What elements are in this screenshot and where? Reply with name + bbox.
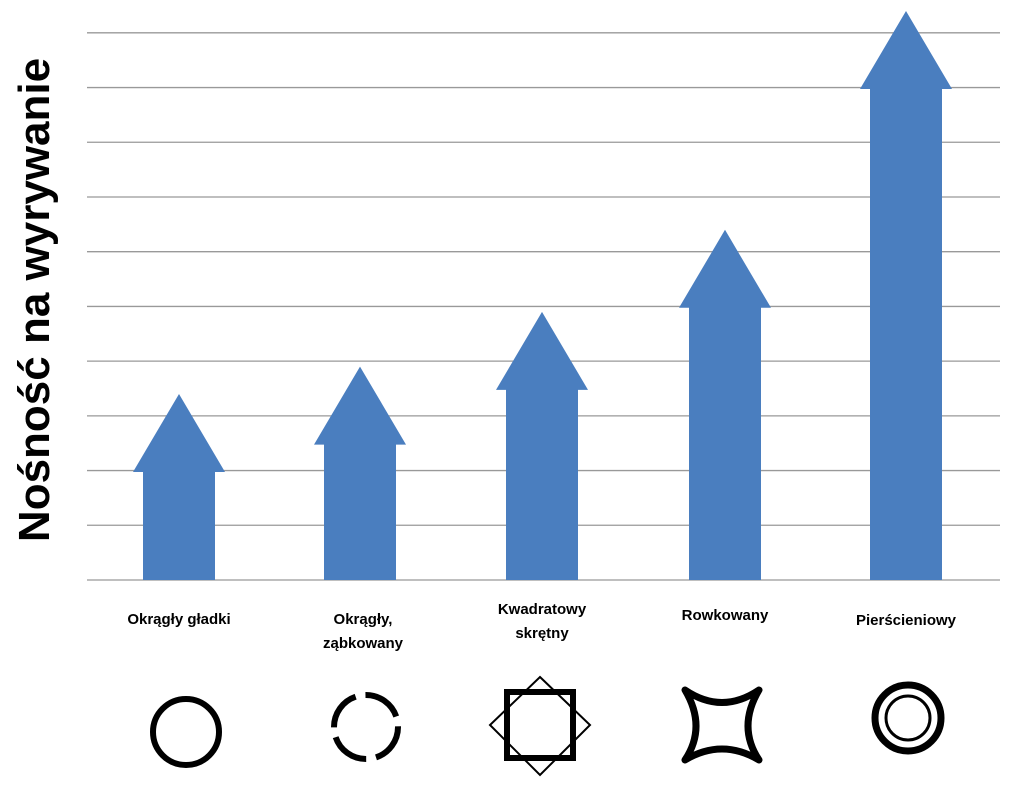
x-tick-label: Rowkowany: [681, 607, 769, 624]
profile-icons: [150, 675, 945, 777]
y-axis-title: Nośność na wyrywanie: [10, 57, 59, 543]
x-tick-label: Pierścieniowy: [855, 612, 957, 629]
arrow-bar: [496, 311, 588, 580]
x-tick-label: Okrągły, ząbkowany: [322, 611, 404, 652]
x-tick-label: Okrągły gładki: [127, 611, 231, 628]
arrow-bar: [860, 10, 952, 580]
arrow-bar: [314, 366, 406, 580]
arrow-bar: [133, 393, 225, 580]
arrow-bar: [679, 229, 771, 580]
x-tick-label: Kwadratowy skrętny: [497, 601, 587, 642]
